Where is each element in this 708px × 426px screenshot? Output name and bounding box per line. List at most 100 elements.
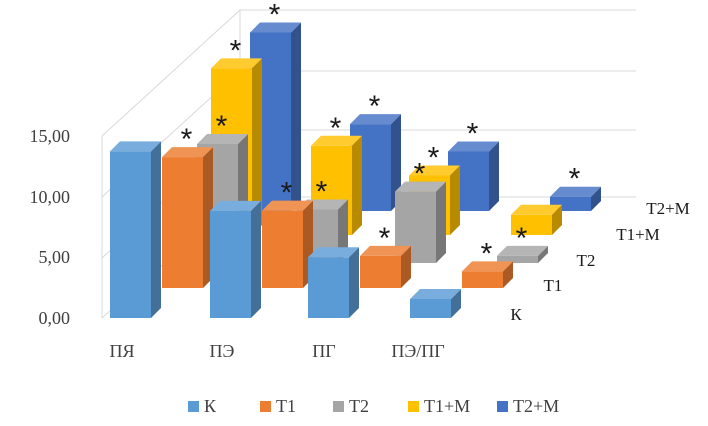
bar-top: [410, 288, 461, 299]
significance-star: *: [216, 110, 228, 143]
series-depth-label: Т2: [577, 251, 596, 270]
bar-front: [462, 271, 503, 288]
significance-star: *: [281, 177, 293, 210]
bar-К-ПЭ/ПГ: [410, 288, 461, 318]
significance-star: *: [414, 158, 426, 191]
bar-front: [162, 157, 203, 288]
bar-top: [311, 135, 362, 146]
legend-swatch: [408, 401, 419, 412]
bar-side: [251, 200, 261, 318]
bar-front: [210, 210, 251, 318]
legend-label: К: [204, 396, 217, 416]
significance-star: *: [569, 163, 581, 196]
y-axis-ticks: 0,00 5,00 10,00 15,00: [30, 126, 71, 328]
y-tick-label: 10,00: [30, 187, 71, 207]
bar-Т1-ПЭ/ПГ: [462, 261, 513, 288]
significance-star: *: [428, 142, 440, 175]
bar-top: [550, 186, 601, 197]
legend-swatch: [260, 401, 271, 412]
legend-swatch: [188, 401, 199, 412]
bar-Т1-ПГ: [360, 245, 411, 288]
bar-side: [538, 245, 548, 263]
x-tick-label: ПЯ: [109, 341, 134, 361]
x-tick-label: ПЭ: [210, 341, 235, 361]
series-depth-label: К: [510, 305, 522, 324]
bar-top: [250, 22, 301, 33]
bar-side: [450, 165, 460, 235]
y-tick-label: 5,00: [39, 247, 71, 267]
x-tick-label: ПГ: [312, 341, 335, 361]
bar-top: [262, 200, 313, 211]
bar-top: [211, 58, 262, 69]
bar-side: [391, 114, 401, 211]
bar-front: [360, 255, 401, 288]
significance-star: *: [330, 112, 342, 145]
series-depth-label: Т1+М: [616, 225, 660, 244]
bar-Т2-ПЭ/ПГ: [497, 245, 548, 263]
significance-star: *: [316, 175, 328, 208]
bar-top: [497, 245, 548, 256]
significance-star: *: [181, 123, 193, 156]
bar-front: [511, 214, 552, 235]
legend: К Т1 Т2 Т1+М Т2+М: [188, 396, 559, 416]
bar-top: [308, 247, 359, 258]
legend-item-Т2: Т2: [333, 396, 369, 416]
bar-front: [110, 151, 151, 318]
bar-side: [252, 58, 262, 236]
legend-item-Т2+М: Т2+М: [497, 396, 559, 416]
bar-Т1-ПЯ: [162, 147, 213, 288]
bar-front: [308, 257, 349, 318]
bar-side: [451, 288, 461, 318]
bar-top: [511, 204, 562, 215]
bar-top: [110, 141, 161, 152]
significance-star: *: [516, 222, 528, 255]
significance-star: *: [379, 222, 391, 255]
series-depth-label: Т2+М: [646, 199, 690, 218]
bar-side: [151, 141, 161, 318]
bar-top: [360, 245, 411, 256]
bar-top: [350, 114, 401, 125]
legend-swatch: [333, 401, 344, 412]
y-tick-label: 0,00: [39, 308, 71, 328]
significance-star: *: [269, 0, 281, 32]
bar-front: [410, 298, 451, 318]
bar-side: [503, 261, 513, 288]
bar-top: [462, 261, 513, 272]
legend-label: Т1+М: [424, 396, 470, 416]
y-tick-label: 15,00: [30, 126, 71, 146]
bar-К-ПГ: [308, 247, 359, 318]
series-depth-label: Т1: [544, 276, 563, 295]
legend-label: Т1: [276, 396, 296, 416]
bar-side: [338, 199, 348, 263]
bar-top: [409, 165, 460, 176]
bar-side: [489, 141, 499, 211]
bar-side: [401, 245, 411, 288]
bar-side: [591, 186, 601, 211]
bar-top: [197, 134, 248, 144]
significance-star: *: [230, 34, 242, 67]
bar-side: [352, 135, 362, 235]
bar-side: [291, 22, 301, 211]
bar-К-ПЭ: [210, 200, 261, 318]
significance-star: *: [369, 90, 381, 123]
bar-top: [448, 141, 499, 152]
legend-item-Т1+М: Т1+М: [408, 396, 470, 416]
legend-item-К: К: [188, 396, 217, 416]
x-tick-label: ПЭ/ПГ: [391, 341, 444, 361]
bar-top: [162, 147, 213, 158]
significance-star: *: [481, 237, 493, 270]
depth-gridline: [101, 9, 241, 137]
bar-top: [395, 181, 446, 192]
legend-swatch: [497, 401, 508, 412]
bars: [110, 22, 601, 318]
bar-front: [262, 210, 303, 288]
legend-label: Т2: [349, 396, 369, 416]
significance-star: *: [467, 118, 479, 151]
bar-side: [552, 204, 562, 235]
bar-top: [210, 200, 261, 211]
legend-label: Т2+М: [513, 396, 559, 416]
bar-Т1-ПЭ: [262, 200, 313, 288]
